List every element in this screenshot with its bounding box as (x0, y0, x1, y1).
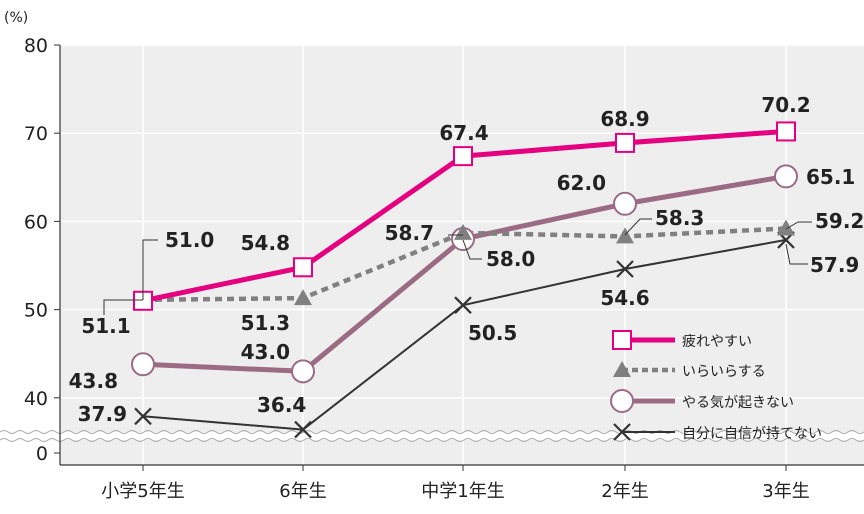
leader-line-6 (462, 239, 482, 260)
series-2-marker-0 (131, 352, 155, 377)
axis-break-line-bottom (0, 438, 864, 442)
data-label-s0-4: 70.2 (761, 93, 810, 117)
data-label-s3-3: 54.6 (600, 286, 649, 310)
series-3-marker-1 (294, 420, 312, 439)
x-tick-label: 2年生 (601, 481, 648, 502)
data-label-s2-2: 58.0 (486, 247, 535, 271)
legend-marker-0 (612, 330, 632, 350)
y-unit-label: (%) (4, 10, 28, 26)
x-tick-label: 6年生 (279, 481, 326, 502)
series-0-marker-4 (776, 121, 796, 142)
legend-marker-3 (613, 423, 631, 441)
legend-label-3: 自分に自信が持てない (682, 426, 822, 442)
series-1-marker-3 (616, 227, 634, 244)
data-label-s3-0: 37.9 (78, 402, 127, 426)
data-label-s1-1: 51.3 (241, 311, 290, 335)
data-label-s0-2: 67.4 (439, 121, 488, 145)
data-label-s2-4: 65.1 (806, 165, 855, 189)
leader-line-0 (142, 239, 158, 300)
series-3-marker-2 (454, 296, 472, 314)
series-0-marker-2 (453, 146, 473, 167)
data-label-s0-1: 54.8 (241, 231, 290, 255)
series-2-marker-1 (291, 359, 315, 384)
leader-line-3 (624, 218, 652, 236)
series-1-marker-1 (294, 289, 312, 306)
legend-marker-1 (613, 361, 631, 377)
leader-line-1 (103, 299, 143, 315)
y-tick-label: 70 (24, 123, 48, 145)
data-label-s3-2: 50.5 (468, 321, 517, 345)
data-label-s2-3: 62.0 (557, 171, 606, 195)
data-label-s3-1: 36.4 (257, 393, 306, 417)
legend-label-2: やる気が起きない (682, 395, 794, 411)
series-1-marker-4 (777, 219, 795, 236)
x-tick-label: 3年生 (762, 481, 809, 502)
series-0-marker-1 (293, 257, 313, 278)
x-tick-label: 中学1年生 (421, 481, 504, 502)
y-tick-label: 80 (24, 35, 48, 57)
data-label-s0-0: 51.0 (165, 228, 214, 252)
y-tick-label: 60 (24, 211, 48, 233)
series-2-marker-3 (613, 191, 637, 216)
legend-label-1: いらいらする (682, 364, 766, 380)
series-0-marker-3 (615, 132, 635, 153)
data-label-s1-4: 59.2 (815, 209, 864, 233)
data-label-s1-3: 58.3 (655, 206, 704, 230)
data-label-s1-2: 58.7 (385, 221, 434, 245)
data-label-s2-1: 43.0 (241, 340, 290, 364)
y-tick-label: 50 (24, 300, 48, 322)
data-label-s1-0: 51.1 (81, 314, 130, 338)
y-tick-label: 40 (24, 388, 48, 410)
data-label-s0-3: 68.9 (600, 107, 649, 131)
x-tick-label: 小学5年生 (101, 481, 184, 502)
series-1-marker-2 (454, 223, 472, 240)
leader-line-4 (785, 221, 812, 230)
series-2-marker-4 (774, 164, 798, 189)
data-label-s3-4: 57.9 (810, 253, 859, 277)
series-3-marker-3 (616, 260, 634, 278)
axis-break-line-top (0, 430, 864, 434)
data-label-s2-0: 43.8 (69, 369, 118, 393)
axis-break-band (0, 432, 864, 440)
y-tick-label: 0 (36, 443, 48, 465)
legend-marker-2 (610, 389, 634, 413)
legend-label-0: 疲れやすい (682, 333, 752, 350)
series-3-marker-0 (134, 407, 152, 426)
plot-area (60, 45, 864, 465)
leader-line-5 (785, 243, 808, 265)
